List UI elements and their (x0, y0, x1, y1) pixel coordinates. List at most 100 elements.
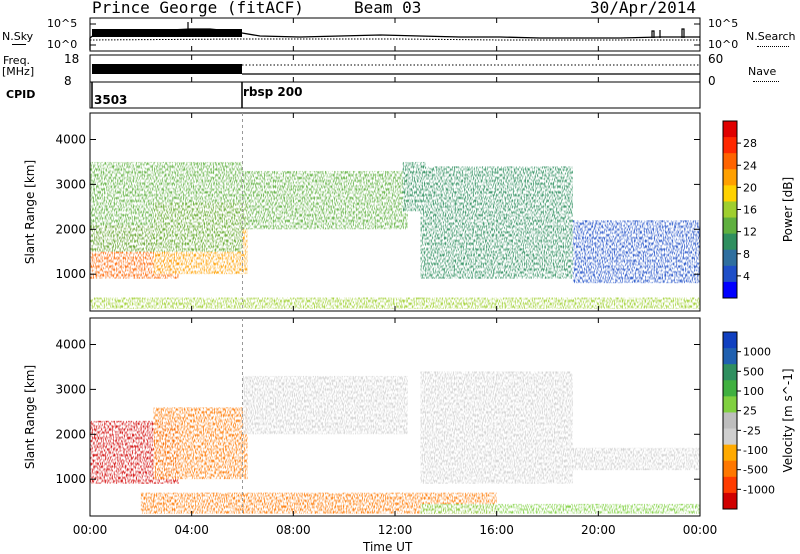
colorbar-tick-label: 1000 (743, 346, 771, 359)
echo-region-7 (420, 166, 573, 279)
y-axis-label: Slant Range [km] (23, 365, 37, 469)
station-title: Prince George (fitACF) (92, 0, 304, 17)
x-tick-label: 16:00 (479, 523, 514, 537)
colorbar-tick-label: 28 (743, 137, 757, 150)
colorbar-tick-label: 24 (743, 159, 757, 172)
echo-region-4 (90, 161, 243, 252)
freq-dense-block (92, 64, 242, 74)
y-tick-label: 1000 (55, 472, 86, 486)
nsky-label: N.Sky (2, 30, 34, 43)
colorbar-tick-label: -500 (743, 464, 768, 477)
colorbar-cell (723, 169, 737, 186)
colorbar-tick-label: 20 (743, 181, 757, 194)
colorbar-cell (723, 380, 737, 397)
x-tick-label: 04:00 (174, 523, 209, 537)
colorbar-cell (723, 428, 737, 446)
colorbar-tick-label: 16 (743, 204, 757, 217)
y-tick-label: 3000 (55, 177, 86, 191)
cpid-segment-1: 3503 (94, 93, 128, 107)
y-axis-label: Slant Range [km] (23, 160, 37, 264)
colorbar-cell (723, 153, 737, 170)
cpid-label: CPID (6, 88, 36, 101)
echo-region-6 (402, 161, 426, 212)
freq-label: Freq. (3, 54, 31, 67)
echo-layer (90, 371, 700, 514)
colorbar-tick-label: 25 (743, 405, 757, 418)
x-tick-label: 20:00 (581, 523, 616, 537)
y-tick-label: 4000 (55, 132, 86, 146)
freq-unit-label: [MHz] (2, 65, 35, 78)
echo-layer (90, 161, 700, 309)
echo-region-7 (572, 447, 700, 471)
beam-label: Beam 03 (354, 0, 422, 17)
freq-tick-bottom: 8 (64, 74, 72, 88)
noise-panel (89, 17, 701, 52)
x-tick-label: 00:00 (73, 523, 108, 537)
colorbar-tick-label: 4 (743, 270, 750, 283)
nsky-dense-block (92, 29, 242, 37)
y-tick-label: 1000 (55, 267, 86, 281)
colorbar-cell (723, 233, 737, 251)
nave-label: Nave (748, 65, 777, 78)
colorbar-cell (723, 249, 737, 267)
colorbar-tick-label: 8 (743, 248, 750, 261)
velocity-heatmap: 1000 2000 3000 4000 Slant Range [km] (23, 317, 701, 517)
nave-tick-bottom: 0 (708, 74, 716, 88)
freq-tick-top: 18 (64, 52, 80, 66)
colorbar-tick-label: 100 (743, 385, 764, 398)
y-tick-label: 3000 (55, 382, 86, 396)
nsky-tick-top: 10^5 (47, 17, 78, 30)
x-axis-label: Time UT (363, 540, 413, 554)
echo-region-5 (242, 375, 408, 435)
echo-region-3 (140, 492, 497, 514)
colorbar-cell (723, 396, 737, 413)
x-tick-label: 12:00 (378, 523, 413, 537)
nsearch-tick-bottom: 10^0 (708, 38, 739, 51)
colorbar-tick-label: 500 (743, 365, 764, 378)
echo-region-4 (420, 503, 700, 514)
cpid-segment-2: rbsp 200 (243, 85, 303, 99)
echo-region-5 (242, 170, 408, 230)
nsearch-trace (89, 38, 700, 41)
echo-region-6 (420, 371, 573, 484)
colorbar-label: Velocity [m s^-1] (781, 368, 795, 472)
y-tick-label: 2000 (55, 222, 86, 236)
colorbar-cell (723, 332, 737, 349)
colorbar-cell (723, 476, 737, 494)
colorbar-cell (723, 492, 737, 510)
echo-region-1 (90, 297, 700, 309)
nave-legend-line (753, 81, 779, 82)
colorbar-frame (722, 331, 738, 510)
colorbar-tick-label: -1000 (743, 483, 775, 496)
colorbar-cell (723, 185, 737, 202)
nsearch-tick-top: 10^5 (708, 17, 739, 30)
colorbar-cell (723, 412, 737, 430)
colorbar-cell (723, 217, 737, 235)
echo-region-8 (572, 220, 700, 284)
nsky-legend-line (12, 44, 26, 45)
cpid-panel (89, 81, 701, 109)
axes: 00:00 04:00 08:00 12:00 16:00 20:00 00:00 (73, 18, 718, 537)
colorbar-tick-label: -100 (743, 444, 768, 457)
nsky-tick-bottom: 10^0 (47, 38, 78, 51)
colorbar-cell (723, 137, 737, 154)
echo-region-2 (153, 407, 248, 480)
colorbar-label: Power [dB] (781, 177, 795, 242)
colorbars: 28 24 20 16 12 8 4 Power [dB] 1000 500 100 25 -25 -10… (722, 120, 795, 510)
nsearch-legend-line (757, 46, 789, 47)
nave-tick-top: 60 (708, 52, 724, 66)
colorbar-cell (723, 281, 737, 299)
y-tick-label: 4000 (55, 337, 86, 351)
colorbar-cell (723, 348, 737, 365)
colorbar-tick-label: 12 (743, 226, 757, 239)
colorbar-cell (723, 460, 737, 478)
power-heatmap: 1000 2000 3000 4000 Slant Range [km] (23, 112, 701, 312)
colorbar-cell (723, 364, 737, 381)
colorbar-cell (723, 265, 737, 283)
colorbar-cell (723, 201, 737, 219)
x-tick-label: 08:00 (276, 523, 311, 537)
colorbar-cell (723, 444, 737, 462)
x-tick-label: 00:00 (683, 523, 718, 537)
colorbar-cell (723, 121, 737, 138)
